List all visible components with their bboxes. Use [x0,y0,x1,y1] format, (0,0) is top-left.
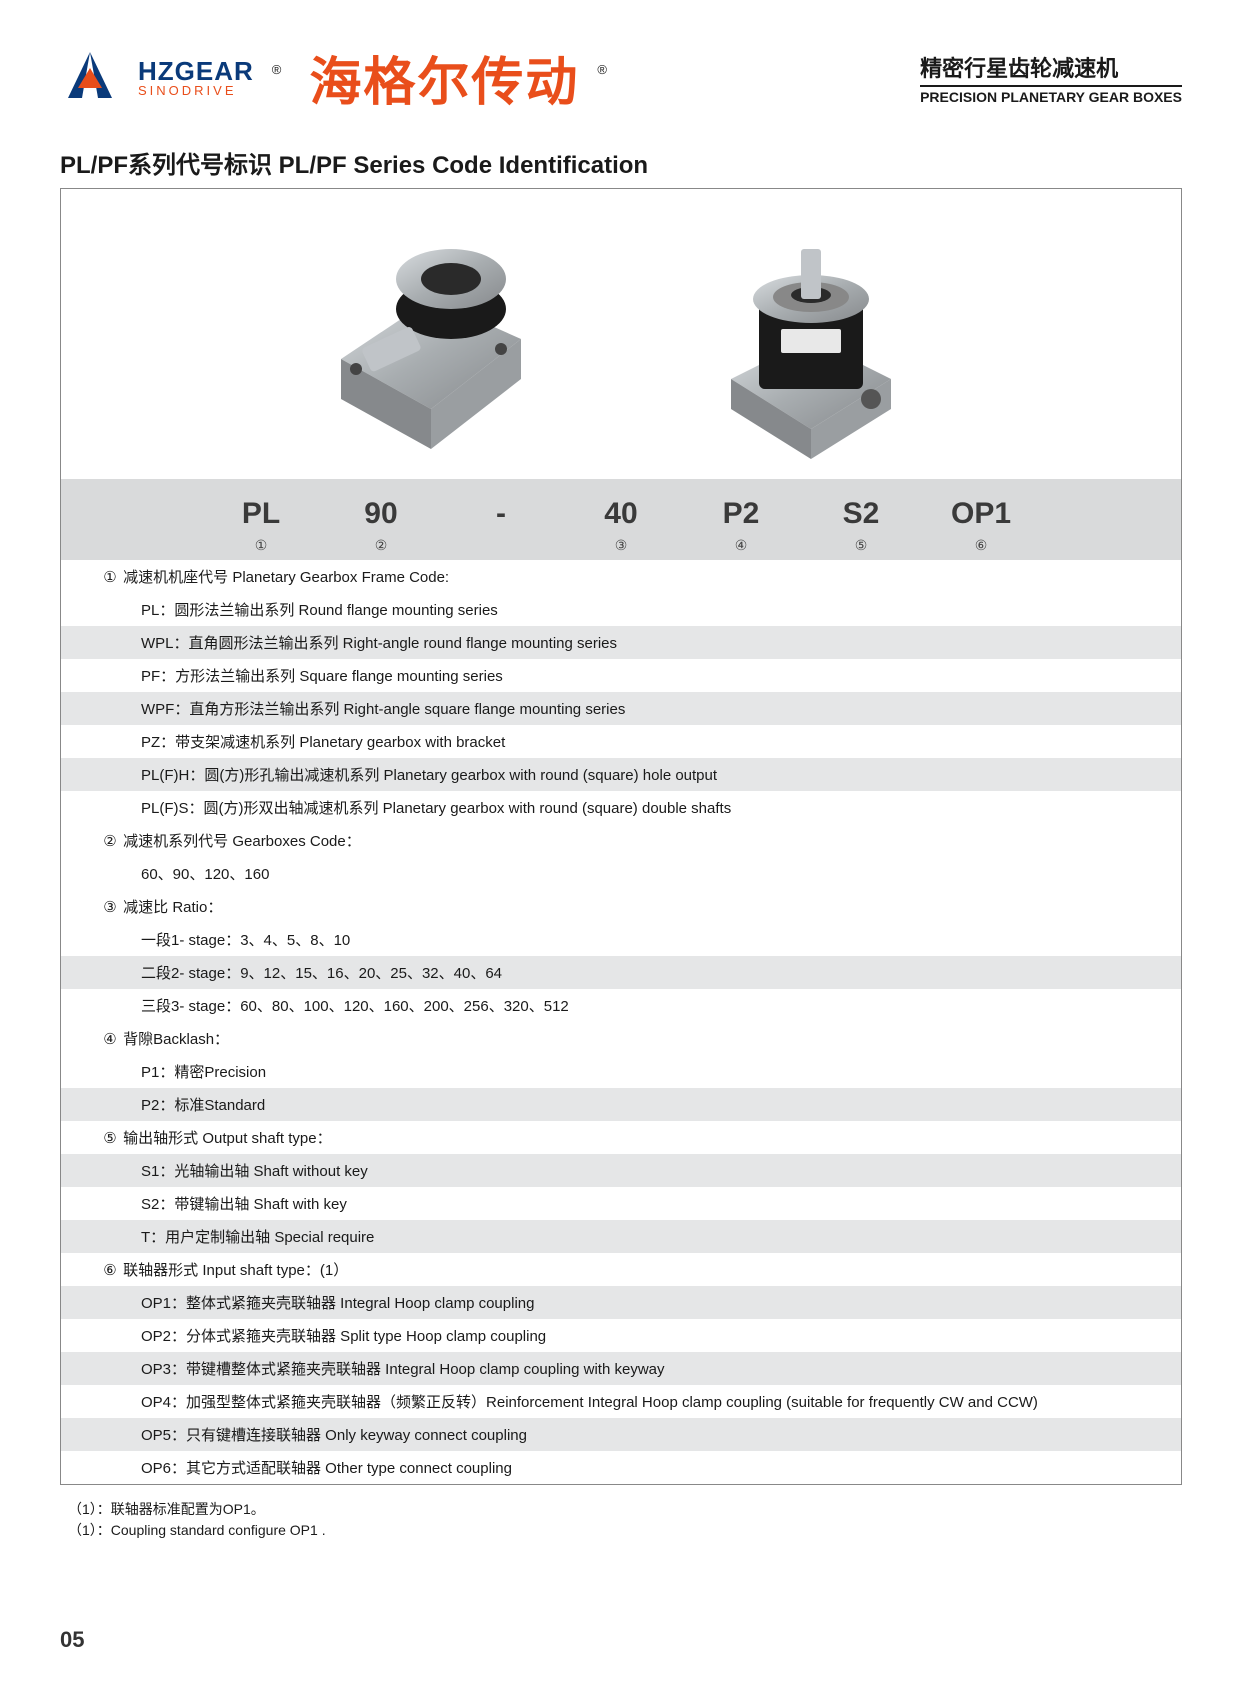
code-cell: S2 [831,497,891,531]
table-row: OP3：带键槽整体式紧箍夹壳联轴器 Integral Hoop clamp co… [61,1352,1181,1385]
section-title: PL/PF系列代号标识 PL/PF Series Code Identifica… [60,145,1182,180]
code-label: ⑥ [951,537,1011,554]
table-row: PL(F)S：圆(方)形双出轴减速机系列 Planetary gearbox w… [61,791,1181,824]
table-row: OP2：分体式紧箍夹壳联轴器 Split type Hoop clamp cou… [61,1319,1181,1352]
code-label: ⑤ [831,537,891,554]
gearbox-image-2 [681,209,941,469]
table-row: 二段2- stage：9、12、15、16、20、25、32、40、64 [61,956,1181,989]
footnote-1: （1）：联轴器标准配置为OP1。 [68,1499,1182,1520]
page-number: 05 [60,1627,84,1653]
table-row: PL：圆形法兰输出系列 Round flange mounting series [61,593,1181,626]
table-row: OP6：其它方式适配联轴器 Other type connect couplin… [61,1451,1181,1484]
code-label: ③ [591,537,651,554]
reg-mark-2: ® [597,62,607,77]
table-row: P2：标准Standard [61,1088,1181,1121]
brand-en-bot: SINODRIVE [138,84,254,97]
table-heading: ③ 减速比 Ratio： [61,890,1181,923]
description-table: ① 减速机机座代号 Planetary Gearbox Frame Code:P… [61,560,1181,1484]
table-heading: ⑤ 输出轴形式 Output shaft type： [61,1121,1181,1154]
code-label: ④ [711,537,771,554]
table-row: PL(F)H：圆(方)形孔输出减速机系列 Planetary gearbox w… [61,758,1181,791]
code-cell: - [471,497,531,531]
table-row: OP4：加强型整体式紧箍夹壳联轴器（频繁正反转）Reinforcement In… [61,1385,1181,1418]
table-heading: ⑥ 联轴器形式 Input shaft type：(1） [61,1253,1181,1286]
reg-mark-1: ® [272,62,282,77]
table-heading: ④ 背隙Backlash： [61,1022,1181,1055]
brand-chinese: 海格尔传动 [309,40,579,115]
code-cell: PL [231,497,291,531]
header-left: HZGEAR SINODRIVE ® 海格尔传动 ® [60,40,607,115]
table-row: T：用户定制输出轴 Special require [61,1220,1181,1253]
code-row: PL 90 - 40 P2 S2 OP1 ① ② ③ ④ ⑤ ⑥ [61,479,1181,560]
table-row: 一段1- stage：3、4、5、8、10 [61,923,1181,956]
brand-en-top: HZGEAR [138,58,254,84]
page-header: HZGEAR SINODRIVE ® 海格尔传动 ® 精密行星齿轮减速机 PRE… [60,40,1182,115]
header-right-cn: 精密行星齿轮减速机 [920,51,1182,83]
gearbox-image-1 [301,209,561,469]
code-label: ② [351,537,411,554]
table-heading: ② 减速机系列代号 Gearboxes Code： [61,824,1181,857]
code-label: ① [231,537,291,554]
table-row: PZ：带支架减速机系列 Planetary gearbox with brack… [61,725,1181,758]
brand-english: HZGEAR SINODRIVE [138,58,254,97]
table-row: WPL：直角圆形法兰输出系列 Right-angle round flange … [61,626,1181,659]
header-right: 精密行星齿轮减速机 PRECISION PLANETARY GEAR BOXES [920,51,1182,105]
table-row: S2：带键输出轴 Shaft with key [61,1187,1181,1220]
footnotes: （1）：联轴器标准配置为OP1。 （1）：Coupling standard c… [60,1499,1182,1541]
table-row: 三段3- stage：60、80、100、120、160、200、256、320… [61,989,1181,1022]
code-cell: P2 [711,497,771,531]
product-images [61,189,1181,479]
logo-icon [60,48,120,108]
table-row: OP1：整体式紧箍夹壳联轴器 Integral Hoop clamp coupl… [61,1286,1181,1319]
table-row: OP5：只有键槽连接联轴器 Only keyway connect coupli… [61,1418,1181,1451]
table-row: P1：精密Precision [61,1055,1181,1088]
code-label [471,537,531,554]
header-right-en: PRECISION PLANETARY GEAR BOXES [920,89,1182,105]
table-row: WPF：直角方形法兰输出系列 Right-angle square flange… [61,692,1181,725]
footnote-2: （1）：Coupling standard configure OP1 . [68,1520,1182,1541]
code-cell: OP1 [951,497,1011,531]
table-row: 60、90、120、160 [61,857,1181,890]
content-box: PL 90 - 40 P2 S2 OP1 ① ② ③ ④ ⑤ ⑥ ① 减速机机座代号 Planetar… [60,188,1182,1485]
table-row: S1：光轴输出轴 Shaft without key [61,1154,1181,1187]
code-cell: 90 [351,497,411,531]
table-row: PF：方形法兰输出系列 Square flange mounting serie… [61,659,1181,692]
table-heading: ① 减速机机座代号 Planetary Gearbox Frame Code: [61,560,1181,593]
code-cell: 40 [591,497,651,531]
